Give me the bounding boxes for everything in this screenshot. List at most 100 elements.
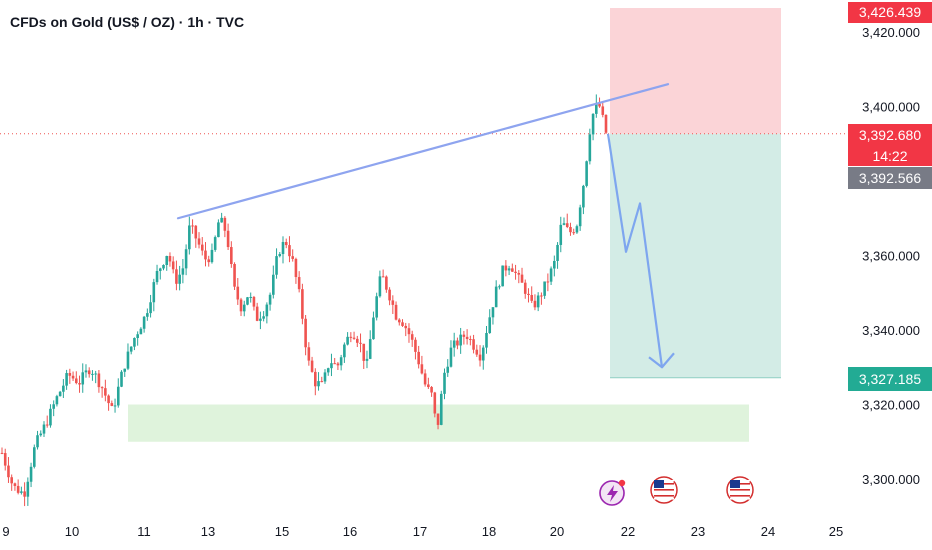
candle-body — [278, 254, 282, 257]
price-axis: 3,300.000 3,320.000 3,340.000 3,360.000 3,40… — [862, 25, 920, 487]
candle-body — [32, 447, 36, 467]
candle-body — [475, 349, 479, 355]
candle-body — [527, 293, 530, 295]
candle-body — [3, 453, 7, 466]
lightning-event-icon — [599, 479, 626, 506]
candle-body — [152, 282, 156, 303]
candle-body — [559, 224, 563, 245]
x-tick-label: 20 — [550, 524, 564, 539]
stop-loss-zone — [610, 8, 781, 134]
candle-body — [536, 295, 540, 308]
candle-body — [217, 222, 220, 238]
candle-body — [491, 307, 495, 318]
candle-body — [433, 392, 437, 414]
candle-body — [74, 378, 78, 384]
time-axis: 9 10 11 13 15 16 17 18 20 22 23 24 25 — [2, 524, 843, 539]
candle-body — [591, 113, 595, 135]
candle-body — [397, 319, 401, 323]
candle-body — [565, 223, 569, 228]
candle-body — [517, 272, 521, 275]
candle-body — [420, 364, 424, 374]
candle-body — [0, 452, 4, 454]
candle-body — [478, 354, 482, 361]
candle-body — [569, 227, 572, 233]
last-price-tag: 3,392.680 — [848, 124, 932, 146]
candle-body — [94, 373, 97, 375]
candle-body — [252, 296, 256, 307]
candle-body — [294, 258, 298, 278]
candle-body — [233, 264, 236, 287]
candle-body — [436, 413, 440, 425]
candle-body — [501, 265, 504, 287]
candle-body — [107, 395, 110, 404]
candle-body — [449, 347, 453, 367]
candle-body — [104, 388, 107, 396]
candle-body — [394, 304, 398, 320]
candle-body — [49, 408, 52, 426]
y-tick-label: 3,300.000 — [862, 472, 920, 487]
candle-body — [7, 465, 10, 478]
y-tick-label: 3,360.000 — [862, 249, 920, 264]
candle-body — [543, 281, 546, 296]
take-profit-zone — [610, 133, 781, 378]
candle-body — [284, 242, 288, 246]
candle-body — [378, 276, 382, 297]
candle-body — [410, 334, 414, 340]
candle-body — [223, 217, 227, 231]
candle-body — [585, 161, 588, 186]
candle-body — [346, 336, 349, 345]
candle-body — [81, 372, 85, 385]
candle-body — [582, 185, 585, 208]
candle-body — [84, 370, 88, 373]
candle-body — [20, 491, 23, 493]
candle-body — [339, 357, 343, 366]
candle-body — [578, 207, 582, 227]
candle-body — [171, 261, 175, 270]
candle-body — [207, 259, 211, 263]
candlestick-series — [0, 94, 608, 507]
candle-body — [391, 300, 395, 305]
x-tick-label: 23 — [691, 524, 705, 539]
candle-body — [349, 336, 353, 338]
candle-body — [317, 381, 320, 387]
target-high-price-tag: 3,426.439 — [848, 2, 932, 23]
x-tick-label: 9 — [2, 524, 9, 539]
candle-body — [155, 270, 159, 283]
y-tick-label: 3,320.000 — [862, 398, 920, 413]
candle-body — [146, 313, 149, 317]
candle-body — [333, 363, 336, 365]
candle-body — [301, 289, 304, 319]
candle-body — [291, 256, 294, 259]
candle-body — [194, 225, 198, 239]
bid-price-tag: 3,392.566 — [848, 167, 932, 189]
candle-body — [553, 260, 556, 269]
candle-body — [462, 334, 466, 337]
candle-body — [188, 225, 191, 250]
candle-body — [540, 295, 543, 297]
candle-body — [255, 306, 259, 321]
candle-body — [158, 268, 162, 271]
candle-body — [530, 294, 534, 301]
candle-body — [365, 358, 369, 361]
chart-title: CFDs on Gold (US$ / OZ) · 1h · TVC — [10, 14, 245, 30]
candle-body — [242, 304, 246, 312]
bar-countdown-tag: 14:22 — [848, 146, 932, 166]
candle-body — [362, 343, 366, 361]
candle-body — [288, 245, 291, 257]
candle-body — [404, 325, 408, 329]
candle-body — [275, 256, 278, 275]
candle-body — [13, 483, 17, 486]
candle-body — [523, 282, 527, 294]
candle-body — [162, 265, 165, 269]
candle-body — [485, 332, 488, 348]
y-tick-label: 3,340.000 — [862, 323, 920, 338]
event-markers — [599, 476, 754, 506]
candle-body — [598, 103, 601, 107]
candle-body — [149, 302, 152, 314]
x-tick-label: 15 — [275, 524, 289, 539]
candle-body — [507, 268, 511, 271]
x-tick-label: 16 — [343, 524, 357, 539]
candle-body — [123, 368, 127, 372]
candle-body — [481, 347, 485, 361]
